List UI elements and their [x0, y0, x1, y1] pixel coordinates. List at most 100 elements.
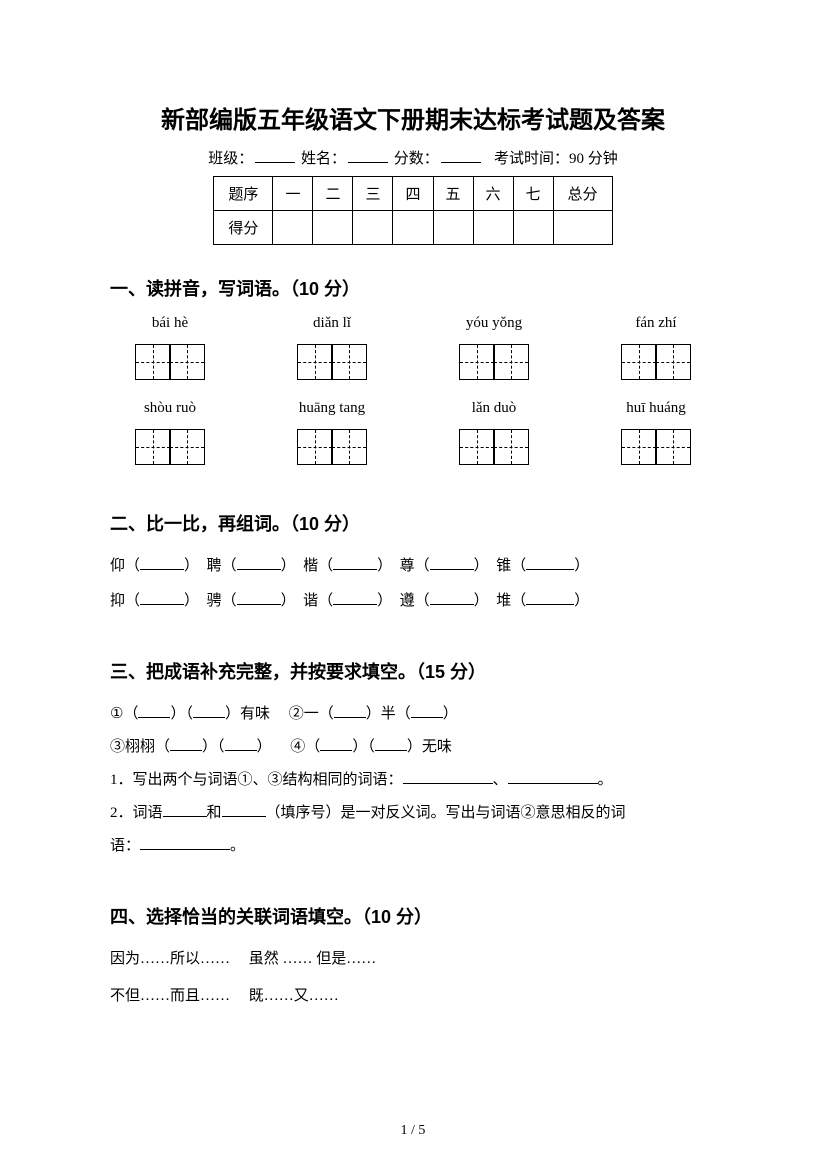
- blank[interactable]: [237, 555, 281, 570]
- char-box-group[interactable]: [110, 429, 230, 465]
- pinyin-label: shòu ruò: [110, 400, 230, 417]
- txt: 。: [230, 838, 245, 854]
- txt: ）: [443, 706, 458, 722]
- blank[interactable]: [140, 590, 184, 605]
- score-cell[interactable]: [353, 211, 393, 245]
- conjunction: 既……又……: [249, 988, 339, 1004]
- section4-row1: 因为……所以…… 虽然 …… 但是……: [110, 943, 716, 976]
- char-box-group[interactable]: [110, 344, 230, 380]
- blank[interactable]: [375, 736, 407, 751]
- score-blank[interactable]: [441, 162, 481, 163]
- blank[interactable]: [170, 736, 202, 751]
- pinyin-row-1-boxes: [110, 344, 716, 380]
- conjunction: 因为……所以……: [110, 951, 230, 967]
- blank[interactable]: [163, 802, 207, 817]
- time-label: 考试时间：90 分钟: [494, 151, 618, 167]
- char-box-group[interactable]: [596, 344, 716, 380]
- section3-line2: ③栩栩（）（） ④（）（）无味: [110, 731, 716, 764]
- pinyin-label: yóu yǒng: [434, 315, 554, 332]
- blank[interactable]: [430, 555, 474, 570]
- pinyin-row-2-labels: shòu ruò huāng tang lǎn duò huī huáng: [110, 400, 716, 423]
- table-row: 得分: [214, 211, 612, 245]
- blank[interactable]: [333, 590, 377, 605]
- char: 谐: [303, 593, 318, 609]
- char-box-group[interactable]: [272, 344, 392, 380]
- table-row: 题序 一 二 三 四 五 六 七 总分: [214, 177, 612, 211]
- blank[interactable]: [333, 555, 377, 570]
- blank[interactable]: [140, 835, 230, 850]
- th-3: 三: [353, 177, 393, 211]
- score-table: 题序 一 二 三 四 五 六 七 总分 得分: [213, 176, 612, 245]
- score-cell[interactable]: [433, 211, 473, 245]
- score-cell[interactable]: [513, 211, 553, 245]
- txt: ）有味: [225, 706, 270, 722]
- pinyin-label: diǎn lǐ: [272, 315, 392, 332]
- char: 遵: [400, 593, 415, 609]
- score-cell[interactable]: [393, 211, 433, 245]
- txt: 语：: [110, 838, 140, 854]
- txt: ）半（: [366, 706, 411, 722]
- pinyin-label: huī huáng: [596, 400, 716, 417]
- blank[interactable]: [411, 703, 443, 718]
- conjunction: 不但……而且……: [110, 988, 230, 1004]
- class-blank[interactable]: [255, 162, 295, 163]
- txt: ①（: [110, 706, 138, 722]
- blank[interactable]: [526, 590, 574, 605]
- th-2: 二: [313, 177, 353, 211]
- blank[interactable]: [237, 590, 281, 605]
- blank[interactable]: [140, 555, 184, 570]
- char-box-group[interactable]: [434, 344, 554, 380]
- txt: ）（: [352, 739, 375, 755]
- th-4: 四: [393, 177, 433, 211]
- section2-row2: 抑（） 骋（） 谐（） 遵（） 堆（）: [110, 585, 716, 618]
- blank[interactable]: [225, 736, 257, 751]
- score-cell[interactable]: [273, 211, 313, 245]
- txt: ④（: [290, 739, 320, 755]
- th-6: 六: [473, 177, 513, 211]
- char-box-group[interactable]: [272, 429, 392, 465]
- th-0: 题序: [214, 177, 273, 211]
- pinyin-row-1-labels: bái hè diǎn lǐ yóu yǒng fán zhí: [110, 315, 716, 338]
- blank[interactable]: [403, 769, 493, 784]
- blank[interactable]: [526, 555, 574, 570]
- blank[interactable]: [430, 590, 474, 605]
- txt: ）（: [170, 706, 193, 722]
- score-cell[interactable]: [473, 211, 513, 245]
- txt: ）（: [202, 739, 225, 755]
- info-line: 班级： 姓名： 分数： 考试时间：90 分钟: [110, 147, 716, 168]
- txt: 和: [207, 805, 222, 821]
- blank[interactable]: [334, 703, 366, 718]
- txt: （填序号）是一对反义词。写出与词语②意思相反的词: [266, 805, 626, 821]
- section3-line1: ①（ ）（ ）有味 ②一（ ）半（ ）: [110, 698, 716, 731]
- name-label: 姓名：: [301, 151, 346, 167]
- char: 仰: [110, 558, 125, 574]
- score-label: 分数：: [394, 151, 439, 167]
- th-8: 总分: [553, 177, 612, 211]
- txt: ）: [257, 739, 272, 755]
- txt: 。: [598, 772, 613, 788]
- blank[interactable]: [508, 769, 598, 784]
- th-5: 五: [433, 177, 473, 211]
- score-cell[interactable]: [313, 211, 353, 245]
- char: 楷: [303, 558, 318, 574]
- txt: ）无味: [407, 739, 452, 755]
- section3-q2b: 语： 。: [110, 830, 716, 863]
- section3-q1: 1．写出两个与词语①、③结构相同的词语：、。: [110, 764, 716, 797]
- char-box-group[interactable]: [596, 429, 716, 465]
- char: 尊: [400, 558, 415, 574]
- blank[interactable]: [222, 802, 266, 817]
- blank[interactable]: [320, 736, 352, 751]
- char: 锥: [496, 558, 511, 574]
- blank[interactable]: [138, 703, 170, 718]
- section1-heading: 一、读拼音，写词语。（10 分）: [110, 275, 716, 301]
- char-box-group[interactable]: [434, 429, 554, 465]
- section4-row2: 不但……而且…… 既……又……: [110, 980, 716, 1013]
- pinyin-label: bái hè: [110, 315, 230, 332]
- pinyin-label: huāng tang: [272, 400, 392, 417]
- txt: ②一（: [289, 706, 334, 722]
- section3-q2a: 2．词语和（填序号）是一对反义词。写出与词语②意思相反的词: [110, 797, 716, 830]
- name-blank[interactable]: [348, 162, 388, 163]
- blank[interactable]: [193, 703, 225, 718]
- score-cell[interactable]: [553, 211, 612, 245]
- pinyin-label: fán zhí: [596, 315, 716, 332]
